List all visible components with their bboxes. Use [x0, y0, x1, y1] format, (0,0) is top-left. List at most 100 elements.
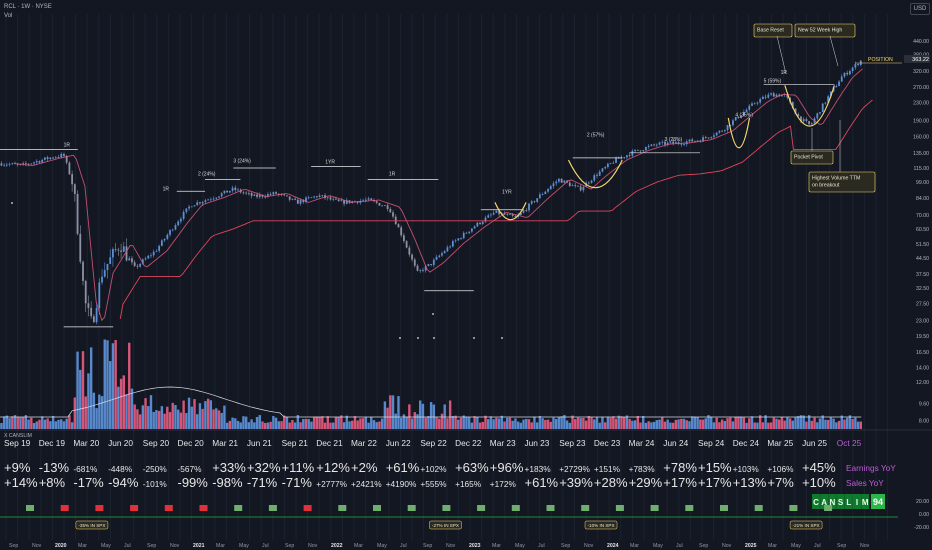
candle-body: [615, 157, 617, 163]
volume-bar: [198, 403, 202, 429]
volume-bar: [345, 415, 348, 429]
volume-bar: [644, 422, 648, 429]
volume-bar: [647, 421, 650, 429]
candle-body: [250, 193, 253, 196]
candle-body: [715, 132, 718, 136]
volume-bar: [826, 419, 830, 429]
base-label: 2 (57%): [587, 133, 605, 139]
volume-bar: [65, 418, 68, 429]
sales-yoy-cell: +4190%: [386, 479, 417, 489]
date-tick-label: 2024: [607, 543, 619, 549]
candle-body: [201, 201, 204, 204]
volume-bar: [837, 420, 841, 429]
volume-bar: [84, 396, 87, 429]
candle-body: [563, 180, 566, 183]
candle-body: [674, 142, 677, 144]
earnings-yoy-cell: -13%: [39, 460, 70, 475]
volume-bar: [125, 394, 128, 429]
candle-body: [367, 198, 370, 200]
callout-highest-volume-text: Highest Volume TTM: [812, 176, 860, 182]
volume-bar: [272, 416, 275, 429]
volume-bar: [465, 416, 468, 429]
volume-bar: [652, 421, 656, 429]
last-price-label: 363.22: [912, 57, 929, 63]
candle-body: [596, 175, 598, 177]
canslim-score: 94: [873, 497, 883, 507]
date-tick-label: Nov: [170, 543, 180, 549]
volume-bar: [231, 417, 234, 429]
currency-button[interactable]: USD: [910, 3, 930, 15]
candle-body: [136, 265, 139, 267]
volume-bar: [106, 340, 109, 429]
volume-bar: [13, 415, 17, 429]
candle-body: [180, 218, 182, 222]
candle-body: [46, 157, 49, 160]
volume-bar: [87, 373, 90, 429]
volume-bar: [171, 402, 174, 429]
candle-body: [171, 229, 174, 231]
quarter-square: [95, 505, 104, 511]
volume-bar: [451, 416, 455, 429]
candle-body: [854, 64, 857, 68]
volume-bar: [187, 397, 191, 429]
candle-body: [92, 316, 95, 323]
quarter-header: Dec 22: [455, 438, 482, 448]
candle-body: [737, 116, 740, 119]
candle-body: [337, 199, 340, 202]
candle-body: [158, 245, 161, 251]
candle-body: [288, 196, 291, 200]
candle-body: [713, 135, 715, 138]
earnings-yoy-cell: +2729%: [559, 464, 590, 474]
candle-body: [506, 214, 509, 215]
quarter-square: [164, 505, 173, 511]
volume-bar: [658, 419, 661, 429]
candle-body: [71, 174, 74, 185]
y-tick-label: 115.00: [914, 166, 930, 172]
volume-bar: [389, 395, 392, 429]
volume-bar: [312, 416, 316, 429]
volume-bar: [508, 417, 512, 429]
sales-yoy-cell: +10%: [802, 475, 836, 490]
volume-bar: [764, 415, 767, 429]
symbol-title: RCL · 1W · NYSE: [4, 4, 52, 10]
volume-bar: [310, 421, 313, 429]
volume-bar: [845, 417, 849, 429]
volume-bar: [767, 422, 770, 429]
quarter-header: Dec 20: [178, 438, 205, 448]
date-tick-label: May: [515, 543, 525, 549]
quarter-header: Jun 21: [247, 438, 272, 448]
volume-bar: [576, 417, 580, 429]
volume-bar: [484, 415, 487, 429]
candle-body: [237, 189, 239, 191]
candle-body: [514, 215, 517, 217]
volume-bar: [185, 413, 188, 429]
candle-body: [310, 197, 313, 199]
volume-bar: [807, 415, 811, 429]
volume-bar: [734, 416, 737, 429]
volume-bar: [174, 405, 177, 429]
candle-body: [536, 198, 539, 202]
candle-body: [296, 199, 299, 204]
candle-body: [745, 109, 748, 112]
quarter-square: [824, 505, 833, 511]
y-tick-label: 12.00: [916, 380, 929, 386]
candle-body: [487, 215, 490, 218]
candle-body: [218, 196, 220, 198]
candle-body: [732, 120, 734, 126]
quarter-squares: [26, 505, 833, 511]
candle-body: [530, 201, 533, 204]
volume-bar: [291, 419, 294, 429]
candle-body: [468, 231, 471, 233]
date-tick-label: Nov: [446, 543, 456, 549]
candle-body: [683, 144, 685, 145]
candle-body: [131, 258, 133, 263]
volume-bar: [386, 407, 389, 429]
canslim-letter-box: [853, 494, 861, 509]
candle-body: [761, 96, 764, 100]
candle-body: [704, 137, 707, 138]
candle-body: [114, 249, 117, 250]
volume-bar: [756, 422, 759, 429]
volume-bar: [601, 416, 604, 429]
